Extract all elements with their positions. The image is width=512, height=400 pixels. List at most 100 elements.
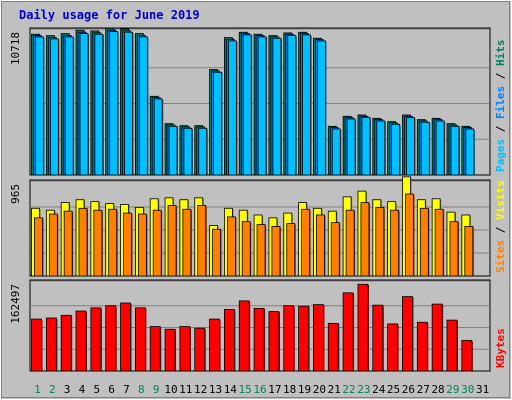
bar-sites-27 xyxy=(419,207,429,277)
bar-sites-21 xyxy=(330,222,340,277)
legend-entry: Pages xyxy=(494,139,507,172)
bar-pages-23 xyxy=(361,117,371,176)
bar-pages-26 xyxy=(406,117,415,176)
bar-kbytes-23 xyxy=(357,283,369,372)
bar-pages-10 xyxy=(168,125,178,176)
bar-pages-5 xyxy=(94,33,104,176)
panel-max-label: 10718 xyxy=(9,32,22,65)
legend-entry: / xyxy=(494,66,507,86)
bar-pages-7 xyxy=(124,31,133,176)
day-label-15: 15 xyxy=(239,383,252,396)
day-label-7: 7 xyxy=(123,383,130,396)
bar-pages-15 xyxy=(242,34,252,176)
day-label-22: 22 xyxy=(342,383,355,396)
bar-sites-23 xyxy=(360,202,370,277)
bar-kbytes-16 xyxy=(253,307,265,372)
day-axis-labels: 1 2 3 4 5 6 7 8 9 10 11 12 13 14 15 16 17 18 19 20 21 22 23 24 2… xyxy=(34,383,489,396)
bar-sites-20 xyxy=(316,214,325,277)
day-label-23: 23 xyxy=(357,383,370,396)
bar-pages-1 xyxy=(35,36,44,176)
day-label-29: 29 xyxy=(446,383,459,396)
bar-pages-9 xyxy=(153,98,163,176)
bar-kbytes-5 xyxy=(90,307,102,372)
bar-kbytes-21 xyxy=(327,322,339,372)
bar-sites-17 xyxy=(271,226,281,277)
day-label-9: 9 xyxy=(153,383,160,396)
legend-entry: / xyxy=(494,119,507,139)
bar-kbytes-9 xyxy=(149,326,161,372)
bar-pages-3 xyxy=(64,36,74,176)
bar-sites-5 xyxy=(93,209,103,277)
day-label-5: 5 xyxy=(93,383,100,396)
bar-pages-4 xyxy=(79,33,89,176)
bar-kbytes-13 xyxy=(209,318,220,372)
day-label-1: 1 xyxy=(34,383,41,396)
bar-kbytes-24 xyxy=(372,304,384,372)
series-kbytes xyxy=(31,283,473,372)
bar-sites-2 xyxy=(48,213,58,277)
bar-pages-2 xyxy=(49,38,59,176)
day-label-19: 19 xyxy=(298,383,311,396)
bar-pages-8 xyxy=(138,36,148,176)
series-sites xyxy=(34,193,474,277)
bar-kbytes-15 xyxy=(238,300,250,372)
day-label-10: 10 xyxy=(164,383,177,396)
bar-sites-6 xyxy=(108,208,118,277)
bar-kbytes-29 xyxy=(446,319,458,372)
bar-pages-12 xyxy=(198,127,208,176)
bar-kbytes-20 xyxy=(313,304,324,372)
day-label-11: 11 xyxy=(179,383,192,396)
bar-sites-16 xyxy=(256,224,266,277)
bar-sites-14 xyxy=(227,216,236,277)
bar-kbytes-8 xyxy=(134,307,146,372)
bar-pages-16 xyxy=(257,36,267,176)
bar-pages-28 xyxy=(435,120,445,176)
bar-sites-15 xyxy=(241,221,251,277)
legend-entry: / xyxy=(494,220,507,240)
bar-kbytes-10 xyxy=(164,328,176,372)
bar-kbytes-22 xyxy=(342,292,354,372)
day-label-27: 27 xyxy=(417,383,430,396)
bar-kbytes-19 xyxy=(298,305,309,372)
panel-max-label: 965 xyxy=(9,184,22,204)
panel-legend: Pages / Files / Hits xyxy=(494,40,507,173)
bar-kbytes-12 xyxy=(194,327,206,372)
bar-pages-17 xyxy=(272,37,282,176)
bar-kbytes-4 xyxy=(75,310,87,372)
day-label-14: 14 xyxy=(224,383,238,396)
day-label-3: 3 xyxy=(64,383,71,396)
bar-sites-3 xyxy=(63,210,73,277)
panel-hits-files-pages: 10718 Pages / Files / Hits xyxy=(9,27,507,176)
day-label-6: 6 xyxy=(108,383,115,396)
bar-sites-10 xyxy=(167,205,177,277)
bar-pages-22 xyxy=(346,118,356,176)
bar-pages-18 xyxy=(287,35,297,176)
bar-sites-22 xyxy=(345,209,355,277)
chart-panels: 10718 Pages / Files / Hits 965 Sites / Visi… xyxy=(9,27,507,372)
day-label-18: 18 xyxy=(283,383,296,396)
bar-kbytes-14 xyxy=(224,309,235,372)
day-label-26: 26 xyxy=(402,383,415,396)
bar-sites-13 xyxy=(212,228,221,277)
bar-sites-18 xyxy=(286,223,296,277)
bar-pages-25 xyxy=(391,123,401,176)
day-label-30: 30 xyxy=(461,383,474,396)
bar-sites-19 xyxy=(301,208,310,277)
series-pages xyxy=(35,31,475,176)
bar-pages-20 xyxy=(317,40,326,176)
bar-pages-19 xyxy=(302,34,311,176)
bar-kbytes-11 xyxy=(179,326,191,372)
bar-kbytes-28 xyxy=(431,303,443,372)
bar-sites-1 xyxy=(34,217,43,277)
legend-entry: KBytes xyxy=(494,328,507,368)
bar-kbytes-18 xyxy=(283,305,295,372)
bar-pages-27 xyxy=(420,121,430,176)
bar-pages-14 xyxy=(228,40,237,176)
day-label-2: 2 xyxy=(49,383,56,396)
panel-legend: Sites / Visits xyxy=(494,180,507,273)
panel-max-label: 162497 xyxy=(9,284,22,324)
bar-sites-11 xyxy=(182,208,192,277)
panel-kbytes: 162497 KBytes xyxy=(9,279,507,372)
